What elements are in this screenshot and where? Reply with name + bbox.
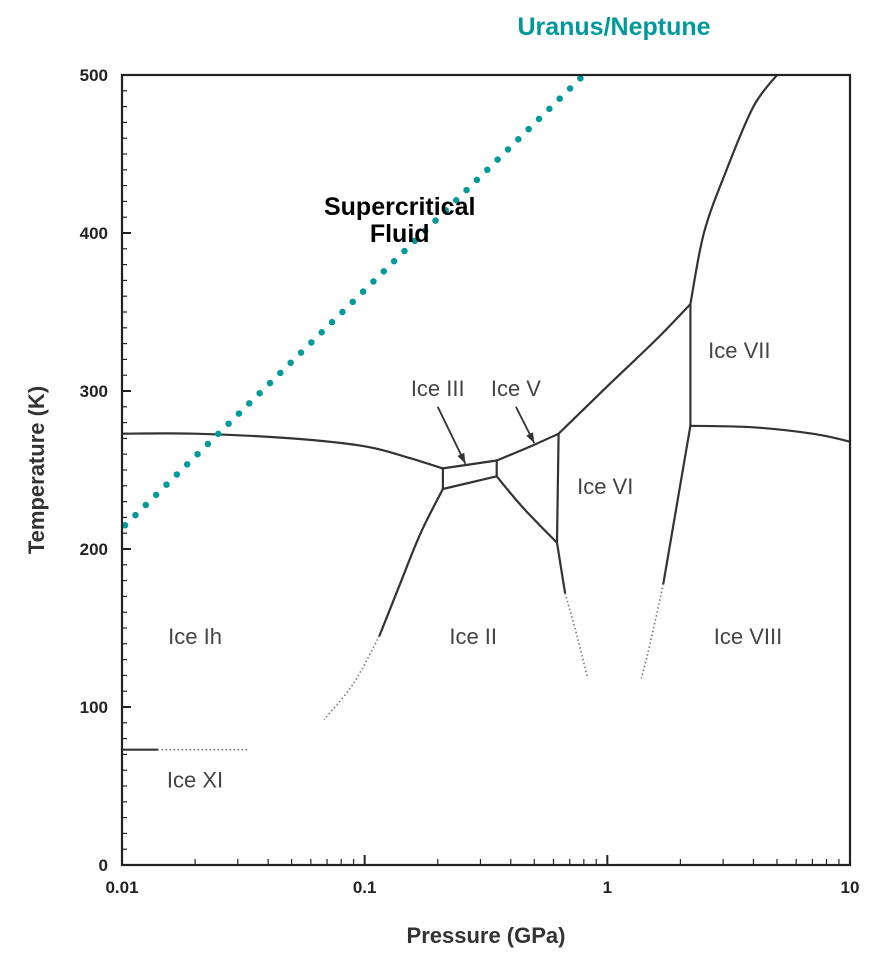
phase-region-labels: Ice Ih Ice II Ice III Ice V Ice VI Ice VII Ice… [167,338,782,793]
region-label-ice-ii: Ice II [449,624,497,649]
y-tick-label-500: 500 [80,66,108,85]
phase-boundary-v-ii [495,475,559,544]
label-arrows [436,406,536,465]
x-tick-label-10: 10 [841,878,860,897]
x-tick-label-0-01: 0.01 [105,878,138,897]
overlay-label-line: Supercritical [324,193,475,221]
phase-boundary-vii-viii [689,424,852,443]
region-label-ice-vi: Ice VI [577,474,633,499]
plot-border [120,73,852,867]
phase-boundary-v-vi [555,432,560,544]
axis-ticks: 0 100 200 300 400 500 0.01 0.1 1 10 [80,66,860,897]
phase-boundary-ih-ii-metastable [323,635,381,721]
arrowhead-ice-iii [457,452,466,464]
phase-boundary-ih-liquid [120,432,444,470]
y-tick-label-0: 0 [99,856,108,875]
arrowhead-ice-v [526,432,535,444]
region-label-ice-xi: Ice XI [167,768,223,793]
phase-boundaries [120,73,852,751]
trajectory-line [121,71,588,529]
phase-boundary-vii-liquid [689,73,779,306]
phase-boundary-vi-viii-metastable [640,583,665,679]
x-axis-title: Pressure (GPa) [407,923,566,948]
phase-boundary-ii-vi-metastable [564,592,589,679]
phase-boundary-iii-ii [441,475,498,491]
overlay-label-line: Fluid [370,220,430,248]
x-tick-label-0-1: 0.1 [353,878,377,897]
phase-boundary-ii-vi [555,541,567,595]
y-axis-title: Temperature (K) [24,386,49,554]
trajectory-label-group: Uranus/Neptune [517,13,710,41]
region-label-ice-iii: Ice III [411,376,465,401]
region-label-ice-ih: Ice Ih [168,624,222,649]
region-label-ice-v: Ice V [491,376,541,401]
region-label-ice-viii: Ice VIII [714,624,782,649]
overlay-labels: Supercritical Fluid [324,193,475,248]
phase-boundary-iii-liquid [441,459,498,470]
region-label-ice-vii: Ice VII [708,338,770,363]
trajectory-name-label: Uranus/Neptune [517,13,710,41]
phase-boundary-vi-viii [662,424,692,585]
overlay-label-supercritical-fluid: Supercritical Fluid [324,193,475,248]
x-tick-label-1: 1 [603,878,612,897]
phase-boundary-v-liquid [495,432,560,462]
y-tick-label-200: 200 [80,540,108,559]
plot-frame [120,73,852,867]
uranus-neptune-trajectory [121,71,588,529]
y-tick-label-400: 400 [80,224,108,243]
arrow-ice-iii [436,406,467,465]
y-tick-label-300: 300 [80,382,108,401]
y-tick-label-100: 100 [80,698,108,717]
phase-boundary-vi-liquid [557,303,692,435]
phase-boundary-ih-ii [378,487,444,637]
